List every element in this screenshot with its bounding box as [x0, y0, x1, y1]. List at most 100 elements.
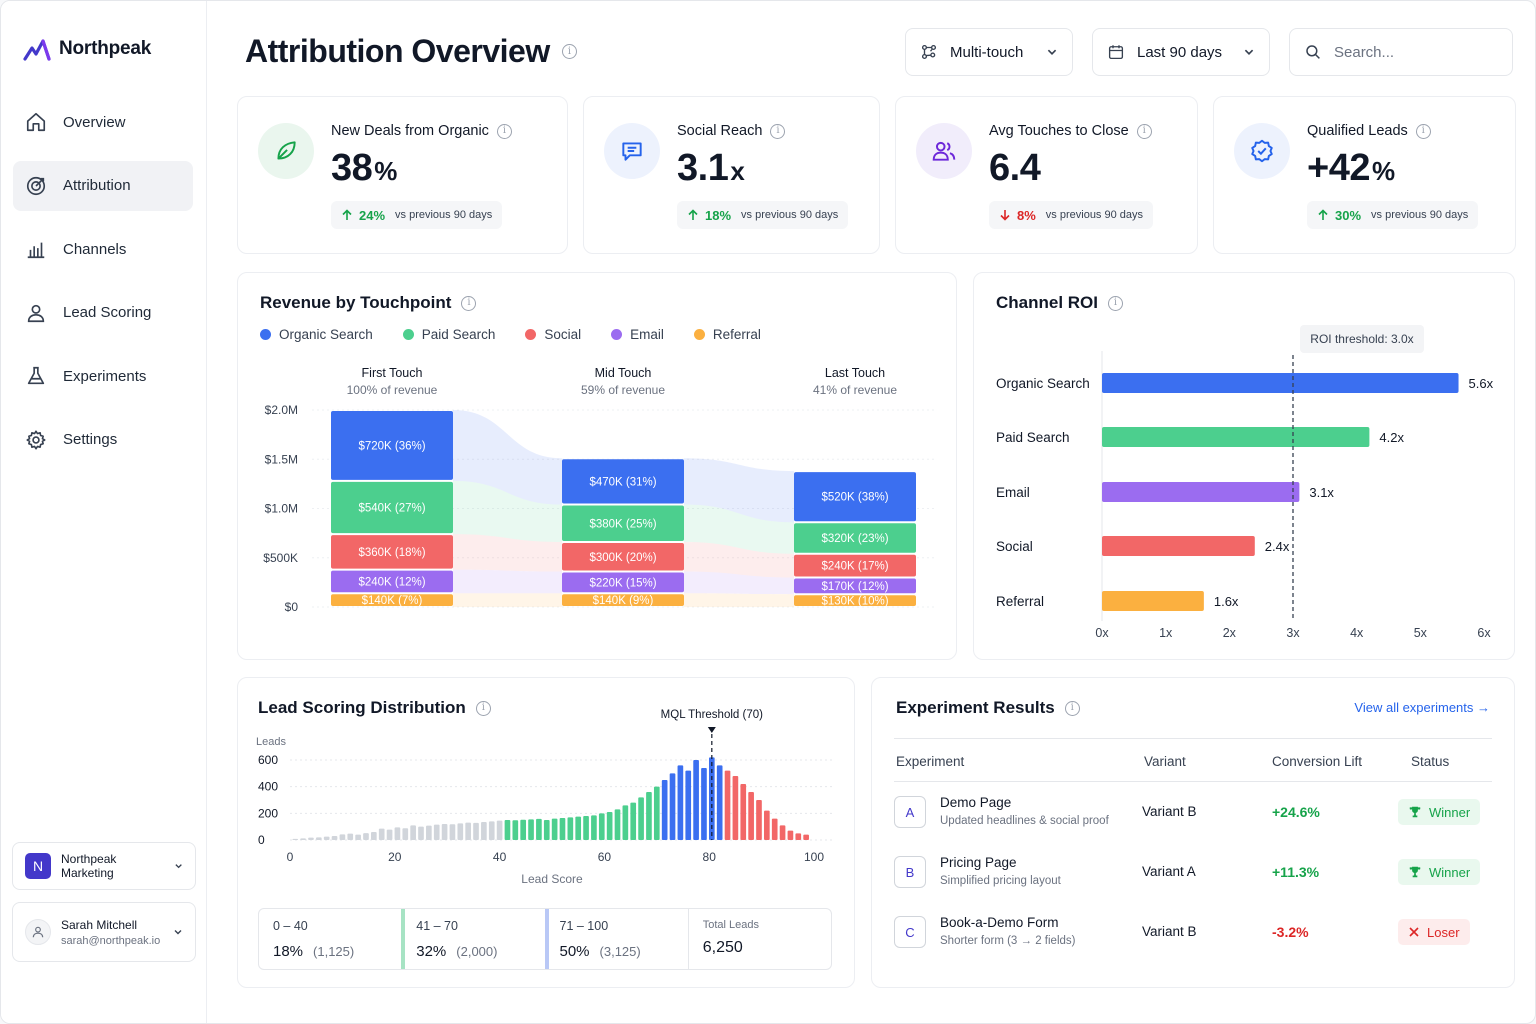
histogram-bar[interactable] — [622, 805, 629, 840]
histogram-bar[interactable] — [653, 786, 660, 840]
legend-item[interactable]: Referral — [693, 327, 761, 342]
bar-segment[interactable] — [794, 578, 916, 594]
bar-segment[interactable] — [794, 554, 916, 577]
histogram-bar[interactable] — [567, 817, 574, 840]
histogram-bar[interactable] — [371, 832, 377, 840]
histogram-bar[interactable] — [685, 770, 692, 840]
histogram-bar[interactable] — [693, 760, 699, 840]
histogram-bar[interactable] — [536, 818, 542, 840]
histogram-bar[interactable] — [732, 776, 739, 840]
histogram-bar[interactable] — [756, 800, 762, 840]
info-icon[interactable]: i — [1415, 123, 1431, 139]
legend-item[interactable]: Paid Search — [402, 327, 495, 342]
view-all-experiments-link[interactable]: View all experiments → — [1354, 700, 1490, 715]
histogram-bar[interactable] — [386, 829, 393, 840]
bar-segment[interactable] — [331, 594, 453, 606]
experiment-row[interactable]: C Book-a-Demo Form Shorter form (3 → 2 fie… — [894, 902, 1492, 962]
kpi-card[interactable]: Qualified Leads i +42% 30% vs previous 90 da… — [1213, 96, 1516, 254]
info-icon[interactable]: i — [1136, 123, 1152, 139]
info-icon[interactable]: i — [1064, 700, 1080, 716]
histogram-bar[interactable] — [638, 797, 644, 840]
histogram-bar[interactable] — [803, 834, 809, 840]
sidebar-item-attribution[interactable]: Attribution — [13, 160, 193, 211]
bar-segment[interactable] — [331, 481, 453, 534]
sidebar-item-lead-scoring[interactable]: Lead Scoring — [13, 288, 193, 338]
info-icon[interactable]: i — [770, 123, 786, 139]
column-header[interactable]: Conversion Lift — [1272, 754, 1363, 769]
histogram-bar[interactable] — [614, 809, 621, 840]
histogram-bar[interactable] — [520, 819, 527, 840]
roi-bar[interactable] — [1102, 373, 1459, 393]
histogram-bar[interactable] — [787, 830, 794, 840]
roi-bar[interactable] — [1102, 536, 1255, 556]
histogram-bar[interactable] — [559, 818, 566, 840]
bar-segment[interactable] — [562, 542, 684, 571]
histogram-bar[interactable] — [716, 765, 723, 840]
brand[interactable]: Northpeak — [23, 37, 151, 61]
histogram-bar[interactable] — [347, 833, 354, 840]
legend-item[interactable]: Organic Search — [260, 327, 373, 342]
histogram-bar[interactable] — [575, 816, 582, 840]
histogram-bar[interactable] — [677, 765, 684, 840]
histogram-bar[interactable] — [465, 822, 471, 840]
roi-bar[interactable] — [1102, 591, 1204, 611]
histogram-bar[interactable] — [646, 792, 652, 840]
bar-segment[interactable] — [331, 570, 453, 593]
roi-bar[interactable] — [1102, 427, 1370, 447]
legend-item[interactable]: Social — [525, 327, 581, 342]
histogram-bar[interactable] — [473, 822, 479, 840]
histogram-bar[interactable] — [630, 802, 637, 840]
column-header[interactable]: Variant — [1144, 754, 1186, 769]
info-icon[interactable]: i — [461, 295, 477, 311]
histogram-bar[interactable] — [701, 768, 707, 840]
histogram-bar[interactable] — [598, 813, 605, 840]
histogram-bar[interactable] — [394, 827, 401, 840]
histogram-bar[interactable] — [496, 820, 503, 840]
histogram-bar[interactable] — [449, 824, 456, 840]
bar-segment[interactable] — [794, 472, 916, 522]
search-input[interactable] — [1334, 43, 1494, 61]
date-range-select[interactable]: Last 90 days — [1092, 28, 1270, 76]
histogram-bar[interactable] — [378, 828, 385, 840]
bar-segment[interactable] — [562, 459, 684, 504]
histogram-bar[interactable] — [418, 826, 424, 840]
user-menu[interactable]: Sarah Mitchell sarah@northpeak.io — [12, 902, 196, 962]
histogram-bar[interactable] — [740, 784, 747, 840]
histogram-bar[interactable] — [504, 820, 511, 840]
histogram-bar[interactable] — [661, 780, 668, 840]
column-header[interactable]: Status — [1411, 754, 1450, 769]
histogram-bar[interactable] — [606, 812, 613, 840]
workspace-switcher[interactable]: N Northpeak Marketing — [12, 842, 196, 890]
info-icon[interactable]: i — [1108, 295, 1124, 311]
histogram-bar[interactable] — [457, 823, 464, 840]
histogram-bar[interactable] — [669, 773, 676, 840]
kpi-card[interactable]: Social Reach i 3.1x 18% vs previous 90 days — [583, 96, 880, 254]
histogram-bar[interactable] — [795, 833, 802, 840]
histogram-bar[interactable] — [339, 834, 346, 840]
attribution-model-select[interactable]: Multi-touch — [905, 28, 1073, 76]
histogram-bar[interactable] — [591, 815, 597, 840]
histogram-bar[interactable] — [323, 836, 330, 840]
histogram-bar[interactable] — [355, 834, 361, 840]
bar-segment[interactable] — [331, 535, 453, 569]
info-icon[interactable]: i — [561, 44, 577, 59]
bar-segment[interactable] — [794, 595, 916, 606]
bar-segment[interactable] — [562, 572, 684, 593]
histogram-bar[interactable] — [528, 819, 534, 840]
kpi-card[interactable]: New Deals from Organic i 38% 24% vs previous… — [237, 96, 568, 254]
sidebar-item-channels[interactable]: Channels — [13, 224, 193, 274]
histogram-bar[interactable] — [551, 818, 558, 840]
experiment-row[interactable]: A Demo Page Updated headlines & social pro… — [894, 782, 1492, 842]
sidebar-item-experiments[interactable]: Experiments — [13, 351, 193, 401]
histogram-bar[interactable] — [488, 821, 495, 840]
bar-segment[interactable] — [794, 523, 916, 553]
histogram-bar[interactable] — [724, 770, 731, 840]
histogram-bar[interactable] — [410, 825, 416, 840]
sidebar-item-overview[interactable]: Overview — [13, 97, 193, 147]
histogram-bar[interactable] — [331, 836, 338, 840]
bar-segment[interactable] — [562, 505, 684, 541]
histogram-bar[interactable] — [583, 816, 589, 840]
histogram-bar[interactable] — [402, 828, 409, 840]
sidebar-item-settings[interactable]: Settings — [13, 415, 193, 465]
histogram-bar[interactable] — [771, 818, 778, 840]
